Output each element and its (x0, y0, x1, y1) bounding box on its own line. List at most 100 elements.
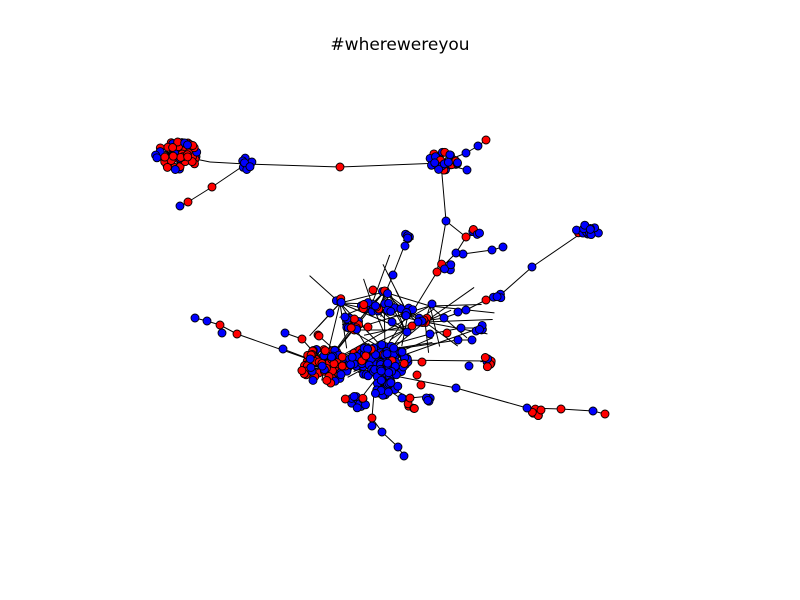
red-node (338, 353, 346, 361)
blue-node (387, 379, 395, 387)
blue-node (153, 154, 161, 162)
blue-node (384, 388, 392, 396)
red-node (321, 347, 329, 355)
red-node (433, 268, 441, 276)
red-node (298, 335, 306, 343)
blue-node (431, 159, 439, 167)
red-node (462, 233, 470, 241)
blue-node (463, 166, 471, 174)
blue-node (440, 314, 448, 322)
red-node (184, 198, 192, 206)
red-node (482, 136, 490, 144)
blue-node (384, 359, 392, 367)
blue-node (368, 422, 376, 430)
blue-node (328, 353, 336, 361)
blue-node (424, 396, 432, 404)
blue-node (387, 307, 395, 315)
blue-node (341, 313, 349, 321)
blue-node (279, 345, 287, 353)
red-node (350, 315, 358, 323)
blue-node (586, 225, 594, 233)
blue-node (378, 341, 386, 349)
red-node (417, 381, 425, 389)
red-node (406, 394, 414, 402)
blue-node (307, 364, 315, 372)
red-node (482, 296, 490, 304)
blue-node (384, 290, 392, 298)
red-node (233, 330, 241, 338)
blue-node (171, 166, 179, 174)
blue-node (371, 389, 379, 397)
blue-node (452, 384, 460, 392)
blue-node (383, 350, 391, 358)
red-node (368, 414, 376, 422)
blue-node (589, 407, 597, 415)
blue-node (337, 298, 345, 306)
blue-node (246, 163, 254, 171)
blue-node (523, 404, 531, 412)
red-node (323, 376, 331, 384)
blue-node (378, 428, 386, 436)
graph-edge (456, 388, 527, 408)
red-node (341, 395, 349, 403)
red-node (557, 405, 565, 413)
red-node (347, 324, 355, 332)
blue-node (309, 376, 317, 384)
red-node (169, 152, 177, 160)
blue-node (493, 293, 501, 301)
blue-node (488, 246, 496, 254)
red-node (537, 406, 545, 414)
blue-node (390, 344, 398, 352)
red-node (208, 183, 216, 191)
blue-node (184, 141, 192, 149)
graph-edge (340, 163, 441, 167)
red-node (413, 371, 421, 379)
graph-edge (246, 164, 340, 167)
blue-node (402, 312, 410, 320)
blue-node (318, 362, 326, 370)
blue-node (499, 243, 507, 251)
graph-edge (310, 303, 340, 336)
red-node (362, 352, 370, 360)
blue-node (452, 249, 460, 257)
blue-node (454, 308, 462, 316)
blue-node (372, 302, 380, 310)
blue-node (442, 217, 450, 225)
blue-node (377, 376, 385, 384)
blue-node (337, 371, 345, 379)
blue-node (203, 317, 211, 325)
blue-node (476, 326, 484, 334)
red-node (163, 163, 171, 171)
blue-node (353, 404, 361, 412)
blue-node (454, 336, 462, 344)
red-node (169, 144, 177, 152)
blue-node (176, 202, 184, 210)
blue-node (454, 159, 462, 167)
blue-node (326, 309, 334, 317)
blue-node (444, 158, 452, 166)
blue-node (426, 330, 434, 338)
blue-node (350, 393, 358, 401)
blue-node (306, 355, 314, 363)
red-node (400, 360, 408, 368)
blue-node (401, 242, 409, 250)
blue-node (218, 329, 226, 337)
blue-node (404, 234, 412, 242)
red-node (601, 410, 609, 418)
blue-node (348, 353, 356, 361)
blue-node (388, 318, 396, 326)
red-node (359, 394, 367, 402)
blue-node (474, 142, 482, 150)
blue-node (447, 261, 455, 269)
red-node (315, 332, 323, 340)
red-node (161, 153, 169, 161)
blue-node (428, 300, 436, 308)
red-node (364, 323, 372, 331)
blue-node (281, 329, 289, 337)
blue-node (398, 348, 406, 356)
red-node (184, 153, 192, 161)
red-node (336, 163, 344, 171)
blue-node (398, 394, 406, 402)
blue-node (403, 328, 411, 336)
